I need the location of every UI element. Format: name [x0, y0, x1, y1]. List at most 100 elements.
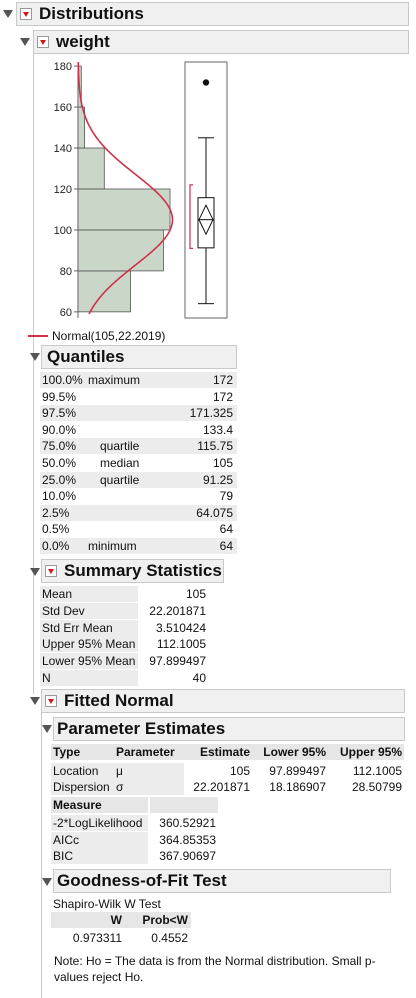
quantile-value: 79	[219, 489, 233, 504]
quantile-value: 115.75	[197, 439, 233, 454]
quantile-pct: 99.5%	[42, 389, 77, 404]
param-cell: Dispersion	[53, 780, 110, 794]
quantile-label: quartile	[100, 472, 140, 487]
quantile-pct: 75.0%	[42, 439, 77, 454]
summary-statistics-title: Summary Statistics	[64, 561, 222, 580]
quantile-label: median	[100, 456, 140, 470]
quantile-pct: 25.0%	[42, 472, 77, 487]
quantile-pct: 0.5%	[42, 522, 70, 537]
quantile-value: 172	[212, 373, 233, 387]
red-triangle-menu-icon[interactable]	[20, 8, 32, 20]
quantile-value: 64	[219, 539, 233, 553]
quantile-value: 105	[212, 456, 233, 470]
summary-label: N	[42, 671, 51, 685]
summary-label: Std Dev	[42, 603, 85, 618]
quantile-value: 91.25	[202, 472, 233, 487]
quantiles-header[interactable]: Quantiles	[41, 345, 237, 369]
summary-value: 97.899497	[149, 654, 206, 669]
red-triangle-menu-icon[interactable]	[45, 565, 57, 577]
histogram-bar	[77, 188, 171, 231]
summary-statistics-header[interactable]: Summary Statistics	[41, 559, 224, 583]
measure-label: AICc	[53, 832, 80, 847]
weight-header[interactable]: weight	[33, 30, 409, 54]
quantile-value: 64.075	[196, 505, 233, 520]
summary-value: 22.201871	[149, 603, 206, 618]
param-cell: 105	[229, 764, 250, 778]
legend-line-icon	[28, 334, 48, 337]
normal-curve	[77, 61, 174, 315]
quantile-pct: 90.0%	[42, 422, 77, 437]
quantile-pct: 97.5%	[42, 406, 77, 421]
collapse-triangle-icon[interactable]	[3, 10, 13, 18]
fitted-normal-title: Fitted Normal	[64, 691, 174, 710]
quantile-label: minimum	[88, 539, 137, 553]
summary-value: 112.1005	[156, 637, 206, 652]
collapse-triangle-icon[interactable]	[42, 878, 52, 886]
distributions-title: Distributions	[39, 4, 144, 23]
test-name: Shapiro-Wilk W Test	[53, 897, 161, 911]
variable-title: weight	[56, 32, 110, 51]
collapse-triangle-icon[interactable]	[30, 353, 40, 361]
measure-label: BIC	[53, 849, 74, 863]
param-header: Estimate	[199, 745, 250, 759]
measure-value: 360.52921	[159, 816, 216, 830]
box-plot	[184, 61, 228, 319]
param-cell: Location	[53, 764, 99, 778]
fitted-normal-header[interactable]: Fitted Normal	[41, 689, 405, 713]
summary-value: 3.510424	[155, 620, 206, 635]
outlier-point	[202, 79, 210, 86]
histogram-bar	[77, 147, 105, 190]
quantile-pct: 100.0%	[42, 373, 83, 387]
quantile-value: 133.4	[202, 422, 233, 437]
legend-label: Normal(105,22.2019)	[52, 328, 166, 343]
red-triangle-menu-icon[interactable]	[45, 695, 57, 707]
param-header: Parameter	[116, 745, 175, 759]
collapse-triangle-icon[interactable]	[30, 568, 40, 576]
parameter-estimates-title: Parameter Estimates	[57, 719, 226, 738]
distributions-header[interactable]: Distributions	[16, 2, 409, 26]
y-tick-label: 80	[60, 266, 72, 278]
y-tick-label: 60	[60, 307, 72, 319]
collapse-triangle-icon[interactable]	[30, 697, 40, 705]
quantile-pct: 50.0%	[42, 456, 77, 470]
gof-header-w: W	[110, 913, 122, 927]
gof-w-value: 0.973311	[72, 931, 122, 945]
param-header: Lower 95%	[263, 745, 326, 759]
summary-value: 40	[192, 671, 206, 685]
parameter-estimates-header[interactable]: Parameter Estimates	[53, 717, 405, 741]
summary-label: Lower 95% Mean	[42, 654, 136, 669]
distribution-chart: 60 80 100 120 140 160 180	[54, 61, 228, 319]
param-cell: σ	[116, 780, 124, 794]
red-triangle-menu-icon[interactable]	[37, 36, 49, 48]
measure-label: -2*LogLikelihood	[53, 816, 143, 830]
param-cell: 97.899497	[269, 764, 326, 778]
quantiles-title: Quantiles	[47, 347, 125, 366]
gof-header-prob: Prob<W	[142, 913, 188, 927]
param-cell: 28.50799	[351, 780, 402, 794]
quantile-label: maximum	[88, 373, 141, 387]
gof-note: Note: Ho = The data is from the Normal d…	[54, 954, 376, 984]
y-tick-label: 140	[54, 143, 72, 155]
quantile-pct: 2.5%	[42, 505, 70, 520]
interquartile-box	[197, 197, 215, 249]
quantile-value: 172	[212, 389, 233, 404]
param-cell: 18.186907	[269, 780, 326, 794]
y-tick-label: 160	[54, 102, 72, 114]
param-cell: 112.1005	[352, 764, 402, 778]
histogram-bar	[77, 229, 164, 272]
param-cell: 22.201871	[193, 780, 250, 794]
param-header: Upper 95%	[339, 745, 402, 759]
summary-label: Upper 95% Mean	[42, 637, 136, 652]
summary-value: 105	[185, 587, 206, 601]
collapse-triangle-icon[interactable]	[42, 725, 52, 733]
histogram	[77, 65, 171, 313]
param-cell: μ	[116, 764, 123, 778]
goodness-of-fit-header[interactable]: Goodness-of-Fit Test	[53, 869, 391, 893]
quantile-pct: 10.0%	[42, 489, 77, 504]
shortest-half-bracket	[189, 184, 193, 249]
summary-label: Mean	[42, 587, 73, 601]
y-axis: 60 80 100 120 140 160 180	[54, 61, 79, 319]
collapse-triangle-icon[interactable]	[20, 38, 30, 46]
summary-label: Std Err Mean	[42, 620, 113, 635]
quantile-value: 171.325	[189, 406, 233, 421]
